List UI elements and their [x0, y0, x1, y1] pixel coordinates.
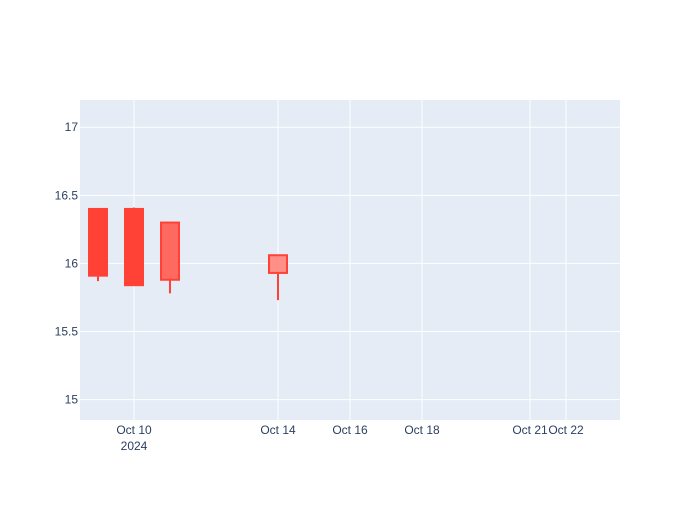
candlestick: [124, 207, 144, 287]
x-tick-year-label: 2024: [121, 439, 148, 453]
candle-body: [88, 207, 108, 277]
x-tick-label: Oct 14: [260, 423, 296, 437]
candlestick: [160, 221, 180, 294]
y-tick-label: 15.5: [55, 324, 79, 338]
candlestick: [88, 207, 108, 282]
y-axis-ticks: 15 15.5 16 16.5 17: [55, 120, 79, 406]
y-tick-label: 15: [65, 393, 79, 407]
x-tick-label: Oct 10: [116, 423, 152, 437]
candle-body: [160, 221, 180, 281]
x-tick-label: Oct 21: [512, 423, 548, 437]
x-tick-label: Oct 22: [548, 423, 584, 437]
y-tick-label: 16.5: [55, 188, 79, 202]
x-tick-label: Oct 18: [404, 423, 440, 437]
y-tick-label: 16: [65, 256, 79, 270]
candle-layer: [88, 207, 288, 301]
x-tick-label: Oct 16: [332, 423, 368, 437]
candle-body: [268, 254, 288, 274]
x-axis-ticks: Oct 10 2024 Oct 14 Oct 16 Oct 18 Oct 21 Oct 22: [116, 423, 584, 453]
y-tick-label: 17: [65, 120, 79, 134]
candle-body: [124, 207, 144, 287]
candlestick: [268, 254, 288, 301]
